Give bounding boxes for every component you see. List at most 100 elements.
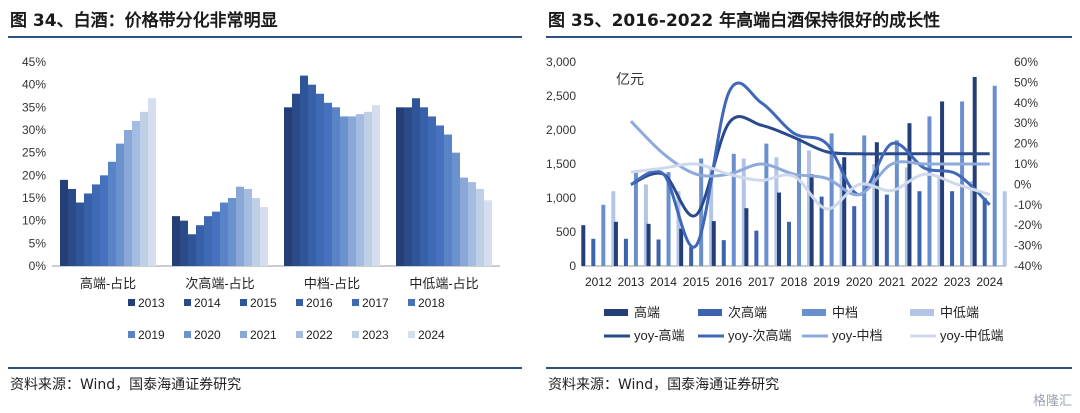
y-right-tick-label: 10% <box>1014 157 1038 171</box>
left-bar-chart: 0% 5% 10% 15% 20% 25% 30% 35% 40% 45% 高端-占比 次高端-占比 中… <box>22 55 500 342</box>
bar-2020-0 <box>116 143 124 266</box>
bar-2017-0 <box>92 184 100 266</box>
legend-label: 2018 <box>418 296 445 310</box>
bar-2014-2 <box>292 93 300 266</box>
bar-高端-2017 <box>744 208 749 266</box>
right-source-rule <box>546 367 1072 369</box>
bar-2024-2 <box>372 105 380 266</box>
y-tick-label: 20% <box>22 168 46 182</box>
bar-中低端-2013 <box>643 184 648 266</box>
y-tick-label: 0% <box>29 259 47 273</box>
bar-2016-0 <box>84 193 92 266</box>
legend-swatch-2019 <box>128 331 135 338</box>
legend-label: 中档 <box>832 305 858 320</box>
bar-中档-2012 <box>601 204 606 266</box>
bar-2014-0 <box>68 188 76 266</box>
legend-swatch-2022 <box>296 331 303 338</box>
bar-2019-2 <box>332 107 340 266</box>
x-tick-label: 2018 <box>781 275 808 289</box>
bar-中档-2014 <box>666 172 671 266</box>
category-label: 次高端-占比 <box>185 276 254 291</box>
bar-2022-2 <box>356 114 364 266</box>
legend-swatch-2016 <box>296 299 303 306</box>
x-tick-label: 2017 <box>748 275 775 289</box>
bar-中档-2018 <box>797 138 801 266</box>
x-tick-label: 2022 <box>911 275 938 289</box>
legend-swatch-中低端 <box>910 309 934 316</box>
legend-swatch-次高端 <box>698 309 722 316</box>
bar-中档-2015 <box>699 158 704 266</box>
bar-中低端-2015 <box>709 167 714 266</box>
bar-高端-2021 <box>874 142 879 266</box>
legend-label: yoy-高端 <box>634 328 685 343</box>
y-tick-label: 35% <box>22 100 46 114</box>
legend-swatch-2017 <box>352 299 359 306</box>
bar-2020-1 <box>228 198 236 266</box>
right-source-note: 资料来源：Wind，国泰海通证券研究 <box>548 377 780 393</box>
y-tick-label: 25% <box>22 146 46 160</box>
bar-2018-1 <box>212 211 220 266</box>
left-source-note: 资料来源：Wind，国泰海通证券研究 <box>10 377 242 393</box>
bar-中低端-2014 <box>676 191 681 266</box>
y-tick-label: 15% <box>22 191 46 205</box>
legend-swatch-2021 <box>240 331 247 338</box>
legend-label: yoy-次高端 <box>728 328 792 343</box>
bar-2021-1 <box>236 186 244 266</box>
x-tick-label: 2021 <box>878 275 905 289</box>
right-chart-panel: 图 35、2016-2022 年高端白酒保持很好的成长性 0 500 1,000 1,… <box>538 0 1080 413</box>
bar-2023-3 <box>476 188 484 266</box>
legend-label: yoy-中档 <box>832 328 883 343</box>
bar-高端-2022 <box>907 123 912 266</box>
bar-2020-3 <box>452 152 460 266</box>
bar-2024-0 <box>148 98 156 266</box>
bar-2018-2 <box>324 102 332 266</box>
legend-label: 次高端 <box>728 305 767 320</box>
bar-次高端-2014 <box>656 239 661 266</box>
line-yoy-高端 <box>630 115 990 218</box>
legend-swatch-2015 <box>240 299 247 306</box>
legend-swatch-2014 <box>184 299 191 306</box>
bar-次高端-2016 <box>721 240 726 266</box>
y-right-tick-label: -40% <box>1014 259 1042 273</box>
bar-中低端-2023 <box>970 181 975 266</box>
bar-高端-2012 <box>581 225 586 266</box>
bar-2016-1 <box>196 225 204 266</box>
left-source-rule <box>8 367 522 369</box>
bar-次高端-2024 <box>982 198 987 266</box>
bar-2019-0 <box>108 161 116 266</box>
legend-label: 2021 <box>250 328 277 342</box>
bar-次高端-2020 <box>852 206 857 266</box>
bar-2021-3 <box>460 177 468 266</box>
bar-高端-2015 <box>679 228 684 266</box>
bar-次高端-2018 <box>787 221 791 266</box>
y-tick-label: 30% <box>22 123 46 137</box>
bar-中低端-2024 <box>1002 191 1007 266</box>
bar-中档-2024 <box>992 85 997 266</box>
bar-中档-2022 <box>927 116 932 267</box>
bar-次高端-2021 <box>884 194 889 266</box>
y-tick-label: 5% <box>29 236 47 250</box>
y-right-tick-label: 30% <box>1014 116 1038 130</box>
bar-中低端-2021 <box>904 167 909 266</box>
x-tick-label: 2024 <box>976 275 1003 289</box>
category-label: 中档-占比 <box>304 276 360 291</box>
bar-高端-2023 <box>940 101 945 266</box>
x-tick-label: 2020 <box>846 275 873 289</box>
bar-2023-1 <box>252 198 260 266</box>
bar-高端-2020 <box>842 157 847 266</box>
bar-2020-2 <box>340 116 348 267</box>
bar-2016-3 <box>420 107 428 266</box>
y-right-tick-label: 50% <box>1014 75 1038 89</box>
legend-label: 中低端 <box>940 305 979 320</box>
bar-2015-0 <box>76 202 84 266</box>
x-tick-label: 2013 <box>618 275 645 289</box>
line-yoy-中档 <box>629 120 990 197</box>
y-tick-label: 40% <box>22 78 46 92</box>
unit-label: 亿元 <box>616 71 644 87</box>
legend-swatch-2023 <box>352 331 359 338</box>
y-right-tick-label: 60% <box>1014 55 1038 69</box>
bar-高端-2013 <box>613 221 618 266</box>
bar-2018-0 <box>100 175 108 266</box>
bar-次高端-2019 <box>819 196 824 266</box>
bar-2014-3 <box>404 107 412 266</box>
